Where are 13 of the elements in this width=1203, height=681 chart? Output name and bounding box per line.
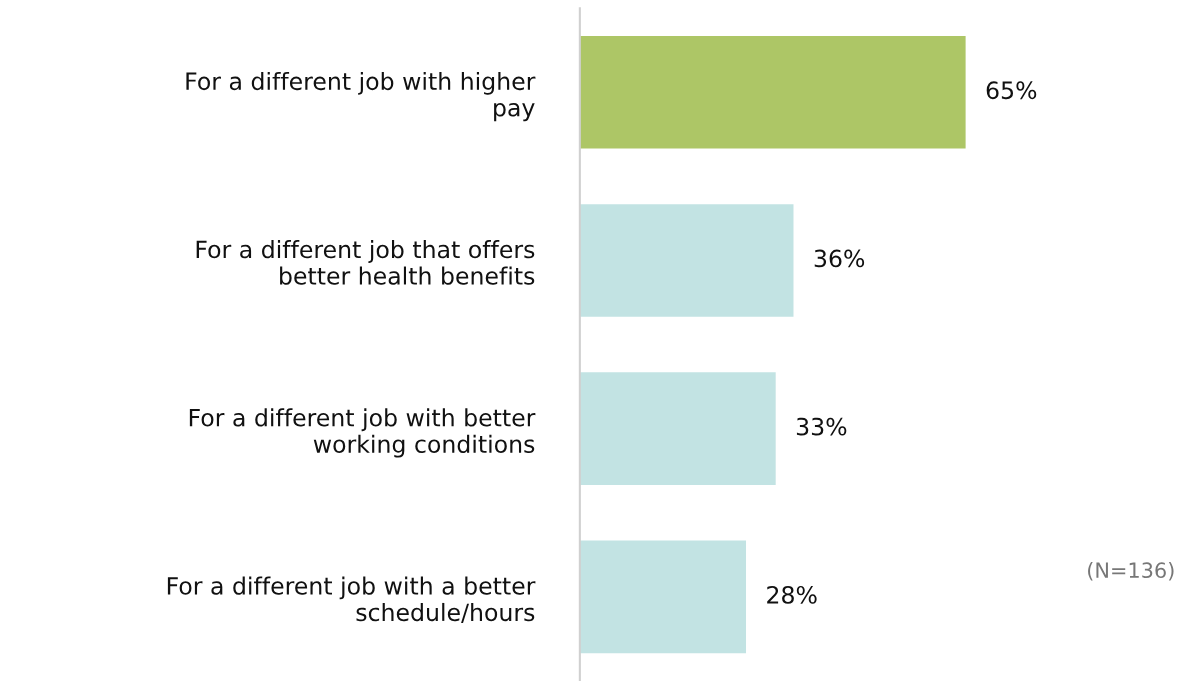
bar	[579, 204, 794, 317]
bar	[579, 35, 966, 149]
data-label: 33%	[796, 417, 847, 436]
y-tick-label: For a different job with better working conditions	[189, 408, 536, 458]
text: (N=136)	[1088, 561, 1174, 581]
data-label: 65%	[986, 81, 1037, 100]
data-label: 28%	[767, 585, 817, 604]
bar	[579, 540, 747, 654]
y-tick-label: For a different job with higher pay	[186, 71, 536, 122]
y-tick-label: For a different job that offers better health benefits	[196, 240, 535, 285]
data-label: 36%	[814, 249, 865, 268]
bar	[579, 372, 776, 486]
y-tick-label: For a different job with a better schedule/hours	[167, 576, 536, 624]
